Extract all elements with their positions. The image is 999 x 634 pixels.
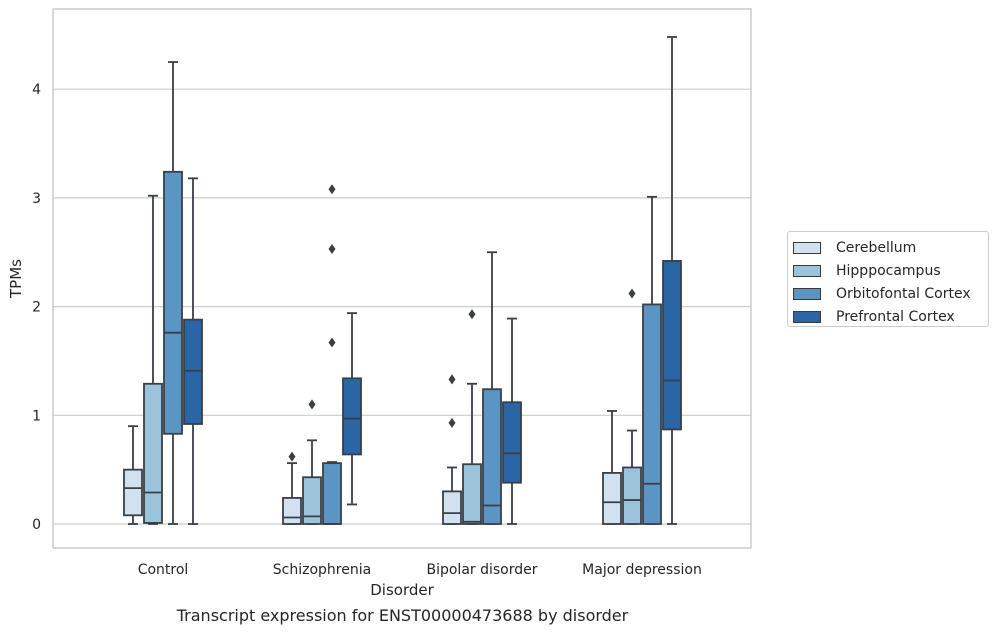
box bbox=[602, 472, 622, 525]
box bbox=[462, 463, 482, 525]
y-tick-label: 2 bbox=[32, 300, 41, 316]
outlier-point bbox=[308, 399, 316, 410]
box bbox=[502, 401, 522, 484]
plot-frame bbox=[52, 8, 752, 549]
outlier-point bbox=[448, 374, 456, 385]
legend-label-hippocampus: Hipppocampus bbox=[836, 262, 941, 279]
outlier-point bbox=[328, 184, 336, 195]
legend-swatch-prefrontal-cortex bbox=[793, 310, 821, 323]
legend-swatch-hippocampus bbox=[793, 264, 821, 277]
outlier-point bbox=[468, 309, 476, 320]
box bbox=[143, 382, 163, 524]
legend-label-orbitofrontal-cortex: Orbitofontal Cortex bbox=[836, 285, 971, 302]
legend-swatch-orbitofrontal-cortex bbox=[793, 287, 821, 300]
box bbox=[163, 170, 183, 435]
x-tick-label: Bipolar disorder bbox=[426, 562, 537, 578]
box bbox=[302, 476, 322, 525]
box bbox=[482, 388, 502, 525]
x-tick-label: Schizophrenia bbox=[273, 562, 371, 578]
outlier-point bbox=[328, 243, 336, 254]
box bbox=[662, 260, 682, 431]
y-tick-label: 1 bbox=[32, 408, 41, 424]
box bbox=[442, 490, 462, 525]
box bbox=[622, 466, 642, 525]
box bbox=[322, 462, 342, 525]
box bbox=[342, 377, 362, 456]
legend-item-prefrontal-cortex: Prefrontal Cortex bbox=[793, 305, 988, 328]
y-axis-label: TPMs bbox=[7, 259, 25, 299]
legend-label-prefrontal-cortex: Prefrontal Cortex bbox=[836, 308, 955, 325]
legend-swatch-cerebellum bbox=[793, 241, 821, 254]
box bbox=[183, 318, 203, 425]
box bbox=[642, 303, 662, 525]
legend-item-hippocampus: Hipppocampus bbox=[793, 259, 988, 282]
x-tick-label: Major depression bbox=[582, 562, 702, 578]
chart-caption: Transcript expression for ENST0000047368… bbox=[176, 606, 629, 625]
x-tick-label: Control bbox=[138, 562, 189, 578]
legend-label-cerebellum: Cerebellum bbox=[836, 239, 917, 256]
legend-item-orbitofrontal-cortex: Orbitofontal Cortex bbox=[793, 282, 988, 305]
box bbox=[282, 497, 302, 525]
outlier-point bbox=[328, 337, 336, 348]
outlier-point bbox=[288, 451, 296, 462]
outlier-point bbox=[628, 288, 636, 299]
box bbox=[123, 468, 143, 517]
legend: Cerebellum Hipppocampus Orbitofontal Cor… bbox=[787, 231, 989, 327]
x-axis-label: Disorder bbox=[370, 581, 434, 599]
outlier-point bbox=[448, 417, 456, 428]
y-tick-label: 0 bbox=[32, 517, 41, 533]
y-tick-label: 4 bbox=[32, 82, 41, 98]
y-tick-label: 3 bbox=[32, 191, 41, 207]
legend-item-cerebellum: Cerebellum bbox=[793, 236, 988, 259]
